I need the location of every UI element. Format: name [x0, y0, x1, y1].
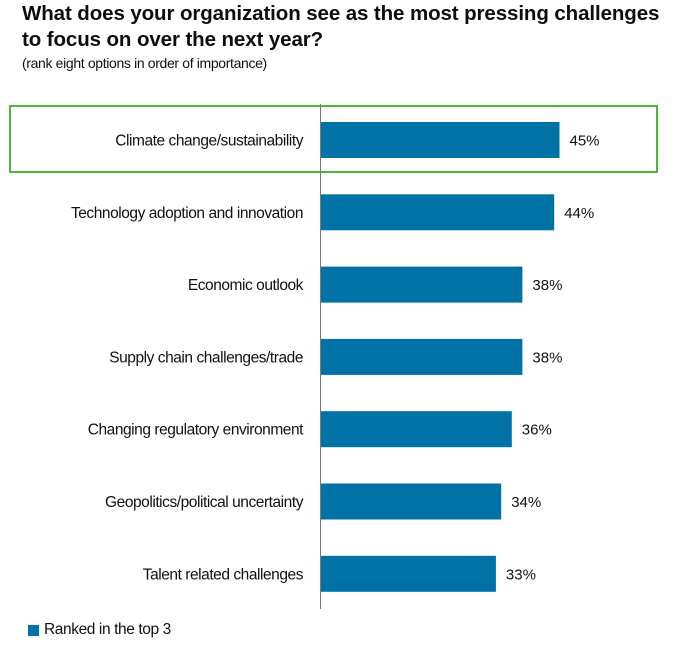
bar — [321, 338, 523, 375]
bar — [321, 483, 502, 520]
value-label: 38% — [532, 349, 562, 366]
value-label: 38% — [532, 277, 562, 294]
value-label: 36% — [522, 422, 552, 439]
legend-swatch — [28, 624, 39, 636]
category-label: Changing regulatory environment — [88, 422, 304, 439]
category-label: Technology adoption and innovation — [71, 205, 303, 222]
category-label: Economic outlook — [188, 277, 304, 294]
legend-label: Ranked in the top 3 — [44, 621, 171, 638]
bar — [321, 122, 560, 158]
category-label: Talent related challenges — [143, 566, 304, 583]
category-label: Geopolitics/political uncertainty — [105, 494, 304, 511]
chart-title: What does your organization see as the m… — [22, 2, 660, 51]
bar — [321, 411, 512, 448]
highlight-box — [9, 105, 658, 173]
value-label: 33% — [506, 566, 536, 583]
category-label: Supply chain challenges/trade — [109, 349, 303, 366]
bar — [321, 194, 555, 231]
bar — [321, 266, 523, 303]
value-label: 34% — [511, 494, 541, 511]
category-label: Climate change/sustainability — [115, 133, 303, 150]
bars-layer — [321, 122, 560, 592]
labels-layer: Climate change/sustainability 45% Technolo… — [71, 133, 600, 584]
value-label: 44% — [564, 205, 594, 222]
bar — [321, 555, 496, 592]
chart-subtitle: (rank eight options in order of importan… — [22, 55, 267, 71]
legend: Ranked in the top 3 — [28, 621, 171, 639]
value-label: 45% — [570, 133, 600, 150]
